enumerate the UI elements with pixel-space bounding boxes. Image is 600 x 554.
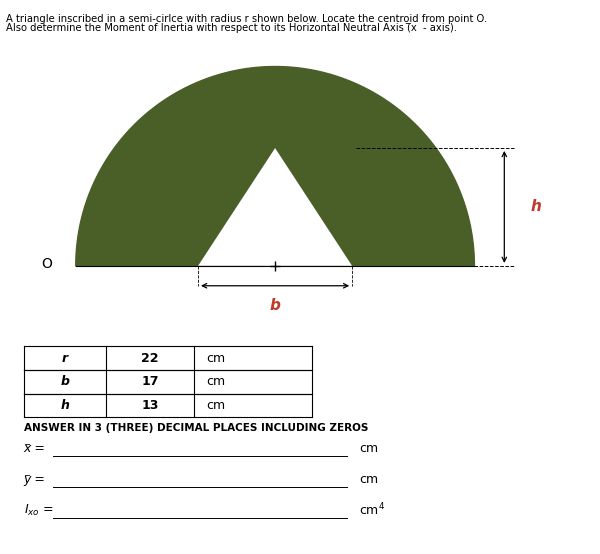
Text: h: h bbox=[530, 199, 541, 214]
Text: 17: 17 bbox=[142, 375, 159, 388]
Text: y =: y = bbox=[23, 473, 46, 486]
Text: cm: cm bbox=[359, 473, 378, 486]
Text: 22: 22 bbox=[142, 352, 159, 365]
Text: cm: cm bbox=[206, 399, 225, 412]
Text: r: r bbox=[62, 352, 68, 365]
Text: cm: cm bbox=[359, 442, 378, 455]
Text: 13: 13 bbox=[142, 399, 159, 412]
Text: _: _ bbox=[23, 435, 29, 445]
Text: cm$^4$: cm$^4$ bbox=[359, 502, 385, 519]
Polygon shape bbox=[198, 148, 352, 266]
Text: O: O bbox=[41, 257, 52, 271]
Text: cm: cm bbox=[206, 352, 225, 365]
Text: b: b bbox=[61, 375, 70, 388]
Text: A triangle inscribed in a semi-cirlce with radius r shown below. Locate the cent: A triangle inscribed in a semi-cirlce wi… bbox=[6, 14, 487, 24]
Text: _: _ bbox=[23, 465, 29, 475]
Polygon shape bbox=[76, 66, 475, 266]
Text: x =: x = bbox=[23, 442, 46, 455]
Text: Also determine the Moment of Inertia with respect to its Horizontal Neutral Axis: Also determine the Moment of Inertia wit… bbox=[6, 23, 457, 33]
Text: $I_{xo}$ =: $I_{xo}$ = bbox=[23, 502, 53, 518]
Text: cm: cm bbox=[206, 375, 225, 388]
Text: h: h bbox=[61, 399, 69, 412]
Text: b: b bbox=[269, 297, 281, 312]
Text: ANSWER IN 3 (THREE) DECIMAL PLACES INCLUDING ZEROS: ANSWER IN 3 (THREE) DECIMAL PLACES INCLU… bbox=[23, 423, 368, 433]
